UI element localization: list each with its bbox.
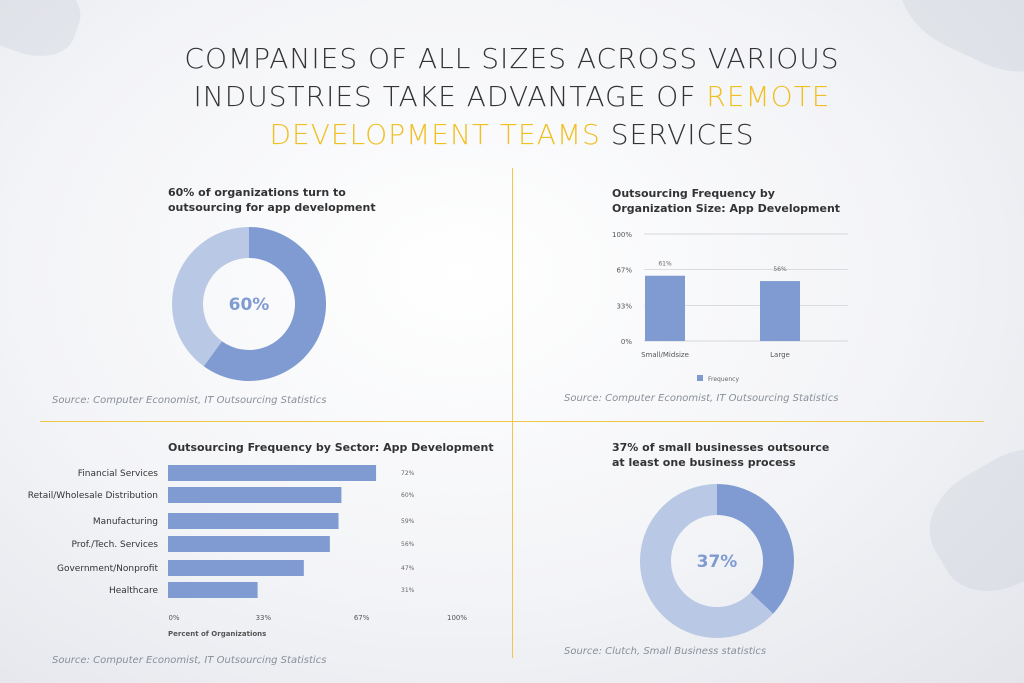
bar-chart-sector: Financial Services 72% Retail/Wholesale Di… <box>28 465 467 638</box>
donut-center-label: 60% <box>229 295 270 315</box>
y-tick-label: 33% <box>616 303 632 311</box>
x-tick-label: 33% <box>256 614 272 622</box>
donut-slice <box>717 484 794 614</box>
x-axis-label: Percent of Organizations <box>168 630 266 638</box>
bar-value-label: 47% <box>401 565 415 572</box>
chart4-source: Source: Clutch, Small Business statistic… <box>564 646 767 657</box>
bar-value-label: 56% <box>773 266 787 273</box>
legend-label: Frequency <box>708 376 739 383</box>
x-tick-label: 0% <box>168 614 179 622</box>
x-category-label: Large <box>770 351 790 359</box>
legend-swatch <box>697 375 703 381</box>
chart3-source: Source: Computer Economist, IT Outsourci… <box>52 655 327 666</box>
donut-slice <box>203 227 326 381</box>
background-shape <box>910 428 1024 612</box>
bar-value-label: 59% <box>401 518 415 525</box>
bar <box>168 465 377 481</box>
y-tick-label: 100% <box>612 231 632 239</box>
chart2-title: Outsourcing Frequency by Organization Si… <box>612 187 841 215</box>
donut-chart-organizations: 60% <box>172 227 326 381</box>
bar-value-label: 61% <box>658 261 672 268</box>
bar <box>168 487 342 503</box>
x-tick-label: 67% <box>354 614 370 622</box>
chart1-source: Source: Computer Economist, IT Outsourci… <box>52 395 327 406</box>
y-category-label: Manufacturing <box>93 517 158 527</box>
chart4-title: 37% of small businesses outsource at lea… <box>612 441 830 469</box>
bar-value-label: 31% <box>401 587 415 594</box>
chart1-title: 60% of organizations turn to outsourcing… <box>168 186 376 214</box>
bar-value-label: 72% <box>401 470 415 477</box>
bar-chart-org-size: 0% 33% 67% 100% 61% Small/Midsize 56% Large Freq… <box>612 231 848 383</box>
y-category-label: Financial Services <box>78 469 159 479</box>
y-category-label: Government/Nonprofit <box>57 564 158 574</box>
bar <box>168 560 304 576</box>
y-tick-label: 67% <box>616 266 632 274</box>
x-tick-label: 100% <box>447 614 467 622</box>
bar <box>168 536 330 552</box>
y-tick-label: 0% <box>621 338 632 346</box>
bar <box>168 513 339 529</box>
y-category-label: Healthcare <box>109 586 159 596</box>
bar-value-label: 60% <box>401 492 415 499</box>
bar-value-label: 56% <box>401 541 415 548</box>
chart3-title: Outsourcing Frequency by Sector: App Dev… <box>168 441 494 454</box>
chart2-source: Source: Computer Economist, IT Outsourci… <box>564 393 839 404</box>
x-category-label: Small/Midsize <box>641 351 689 359</box>
donut-slice <box>640 484 774 638</box>
donut-center-label: 37% <box>697 552 738 572</box>
donut-chart-small-business: 37% <box>640 484 794 638</box>
vertical-divider <box>512 168 513 658</box>
y-category-label: Prof./Tech. Services <box>71 540 158 550</box>
y-category-label: Retail/Wholesale Distribution <box>28 491 158 501</box>
bar <box>645 275 685 341</box>
horizontal-divider <box>40 421 984 422</box>
donut-slice <box>172 227 249 367</box>
page-title: COMPANIES OF ALL SIZES ACROSS VARIOUS IN… <box>184 42 840 151</box>
bar <box>760 281 800 341</box>
bar <box>168 582 258 598</box>
